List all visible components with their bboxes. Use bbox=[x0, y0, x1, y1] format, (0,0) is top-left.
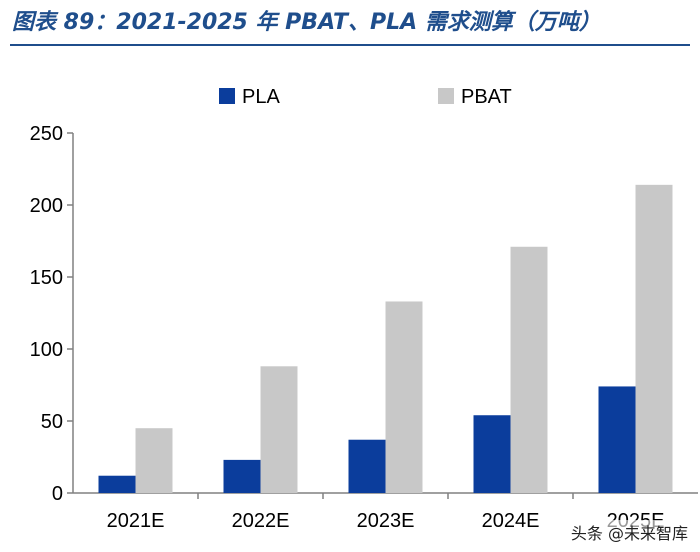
x-tick-label: 2024E bbox=[482, 510, 540, 532]
chart-title: 图表 89：2021-2025 年 PBAT、PLA 需求测算（万吨） bbox=[12, 10, 601, 35]
legend-label-pbat: PBAT bbox=[461, 86, 512, 108]
bar-pla-2023e bbox=[348, 439, 386, 493]
y-tick-label: 100 bbox=[30, 339, 63, 361]
y-tick-label: 150 bbox=[30, 267, 63, 289]
y-tick-label: 250 bbox=[30, 123, 63, 145]
bar-pla-2022e bbox=[223, 459, 261, 493]
bar-pbat-2023e bbox=[385, 301, 423, 493]
watermark: 头条 @未来智库 bbox=[566, 520, 692, 544]
x-tick-label: 2021E bbox=[107, 510, 165, 532]
x-tick-label: 2023E bbox=[357, 510, 415, 532]
bars bbox=[98, 184, 673, 493]
y-axis: 0 50 100 150 200 250 bbox=[30, 123, 74, 505]
title-divider bbox=[10, 44, 690, 46]
bar-pbat-2021e bbox=[135, 428, 173, 493]
legend-label-pla: PLA bbox=[242, 86, 280, 108]
legend-swatch-pla bbox=[219, 88, 235, 104]
bar-pbat-2022e bbox=[260, 366, 298, 493]
legend: PLA PBAT bbox=[219, 86, 512, 108]
bar-pla-2021e bbox=[98, 475, 136, 493]
bar-pla-2025e bbox=[598, 386, 636, 493]
bar-pla-2024e bbox=[473, 415, 511, 493]
x-tick-label: 2022E bbox=[232, 510, 290, 532]
bar-pbat-2025e bbox=[635, 184, 673, 493]
legend-swatch-pbat bbox=[438, 88, 454, 104]
bar-pbat-2024e bbox=[510, 246, 548, 493]
y-tick-label: 50 bbox=[41, 411, 63, 433]
y-tick-label: 0 bbox=[52, 483, 63, 505]
y-tick-label: 200 bbox=[30, 195, 63, 217]
